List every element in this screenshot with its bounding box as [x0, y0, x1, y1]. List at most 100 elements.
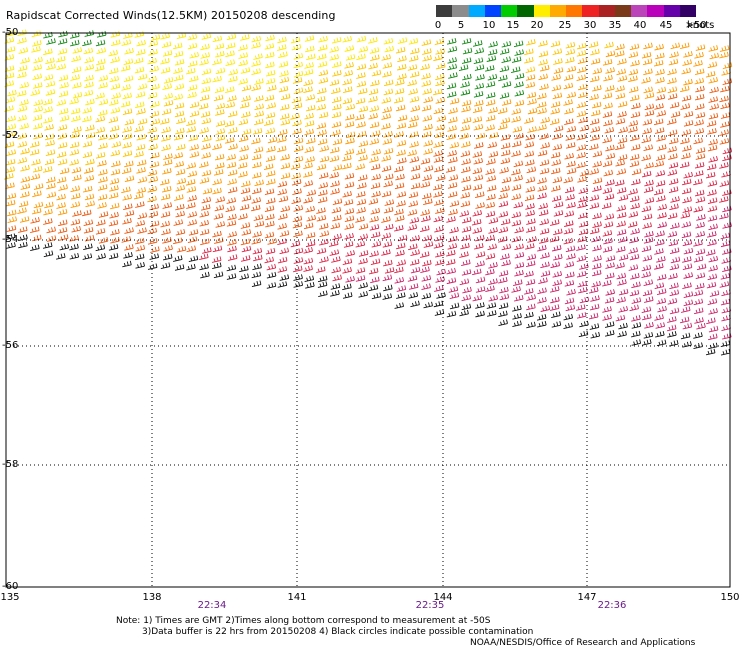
wind-barb	[224, 120, 235, 127]
wind-barb	[695, 111, 706, 119]
wind-barb	[43, 98, 53, 106]
wind-barb	[539, 133, 549, 140]
wind-barb	[225, 42, 236, 50]
wind-barb	[628, 126, 638, 133]
wind-barb	[316, 266, 326, 273]
wind-barb	[709, 86, 719, 94]
wind-barb	[524, 48, 534, 56]
wind-barb	[265, 155, 276, 162]
wind-barb	[305, 45, 315, 53]
wind-barb	[17, 71, 27, 79]
wind-barb	[227, 239, 237, 246]
wind-barb	[383, 206, 394, 214]
wind-barb	[280, 93, 291, 101]
wind-barb	[693, 178, 703, 186]
wind-barb	[266, 197, 276, 205]
wind-barb	[473, 157, 484, 165]
wind-barb	[241, 111, 251, 118]
wind-barb	[708, 96, 719, 103]
wind-barb	[550, 151, 561, 159]
wind-barb	[344, 148, 355, 156]
wind-barb	[303, 265, 313, 272]
wind-barb	[292, 265, 303, 273]
wind-barb	[709, 103, 719, 110]
wind-barb	[332, 103, 342, 111]
wind-barb	[225, 101, 236, 109]
wind-barb	[277, 36, 287, 44]
wind-barb	[148, 49, 158, 56]
wind-barb	[136, 39, 146, 47]
wind-barb	[435, 276, 445, 283]
wind-barb	[225, 205, 236, 213]
wind-barb	[304, 112, 314, 120]
wind-barb	[319, 230, 330, 237]
wind-barb	[72, 47, 83, 54]
wind-barb	[643, 42, 653, 50]
wind-barb	[695, 230, 706, 238]
wind-barb	[56, 253, 66, 260]
wind-barb	[111, 39, 121, 47]
wind-barb	[474, 142, 484, 149]
wind-barb	[293, 257, 304, 264]
wind-barb	[175, 228, 186, 236]
wind-barb	[345, 276, 355, 283]
wind-barb	[590, 295, 600, 302]
wind-barb	[604, 213, 615, 220]
wind-barb	[514, 243, 524, 251]
wind-barb	[304, 146, 315, 153]
wind-barb	[657, 203, 667, 211]
wind-barb	[421, 215, 431, 222]
wind-barb	[719, 129, 729, 136]
wind-barb	[588, 286, 599, 294]
wind-barb	[472, 268, 482, 276]
wind-barb	[565, 304, 576, 312]
wind-barb	[397, 37, 408, 44]
wind-barb	[488, 278, 498, 285]
wind-barb	[563, 74, 574, 81]
wind-barb	[592, 177, 603, 185]
wind-barb	[371, 69, 382, 77]
wind-barb	[160, 211, 171, 218]
wind-barb	[708, 138, 718, 146]
wind-barb	[82, 185, 93, 193]
wind-barb	[266, 178, 276, 186]
wind-barb	[33, 132, 43, 140]
wind-barb	[186, 263, 196, 271]
wind-barb	[344, 215, 355, 223]
wind-barb	[642, 127, 652, 135]
wind-barb	[317, 87, 327, 95]
wind-barb	[17, 114, 27, 122]
wind-barb	[525, 134, 535, 141]
wind-barb	[306, 189, 317, 197]
wind-barb	[474, 64, 485, 71]
wind-barb	[499, 167, 509, 174]
wind-barb	[384, 173, 394, 181]
wind-barb	[654, 103, 664, 110]
wind-barb	[693, 298, 704, 306]
wind-barb	[200, 111, 211, 118]
wind-barb	[721, 69, 731, 76]
wind-barb	[706, 120, 717, 127]
wind-barb	[527, 236, 537, 243]
wind-barb	[19, 216, 30, 223]
wind-barb	[329, 54, 339, 61]
wind-barb	[460, 200, 471, 208]
wind-barb	[485, 253, 496, 260]
wind-barb	[69, 243, 79, 251]
wind-barb	[605, 152, 616, 160]
wind-barb	[70, 185, 80, 193]
wind-barb	[318, 77, 329, 84]
wind-barb	[82, 39, 92, 47]
wind-barb	[512, 305, 522, 312]
wind-barb	[460, 192, 471, 199]
wind-barb	[316, 163, 327, 171]
wind-barb	[694, 189, 705, 197]
wind-barb	[525, 176, 536, 184]
wind-barb	[540, 116, 550, 124]
wind-barb	[667, 212, 678, 220]
wind-barb	[331, 129, 341, 137]
wind-barb	[603, 74, 613, 82]
wind-barb	[95, 115, 106, 123]
wind-barb	[433, 156, 444, 163]
wind-barb	[201, 117, 212, 125]
